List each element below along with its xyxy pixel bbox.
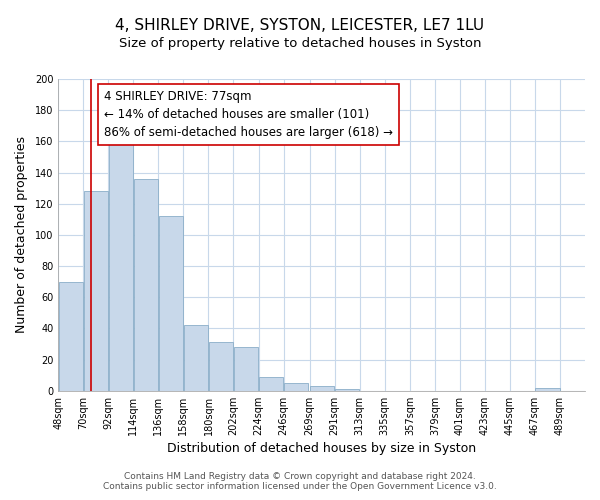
Bar bbox=[259, 377, 283, 391]
Bar bbox=[209, 342, 233, 391]
Y-axis label: Number of detached properties: Number of detached properties bbox=[15, 136, 28, 334]
Text: Size of property relative to detached houses in Syston: Size of property relative to detached ho… bbox=[119, 38, 481, 51]
Bar bbox=[535, 388, 560, 391]
Text: 4, SHIRLEY DRIVE, SYSTON, LEICESTER, LE7 1LU: 4, SHIRLEY DRIVE, SYSTON, LEICESTER, LE7… bbox=[115, 18, 485, 32]
Text: Contains public sector information licensed under the Open Government Licence v3: Contains public sector information licen… bbox=[103, 482, 497, 491]
Bar bbox=[284, 383, 308, 391]
Bar bbox=[109, 136, 133, 391]
Bar bbox=[234, 347, 258, 391]
Bar bbox=[335, 390, 359, 391]
Bar bbox=[84, 192, 108, 391]
Bar bbox=[184, 326, 208, 391]
X-axis label: Distribution of detached houses by size in Syston: Distribution of detached houses by size … bbox=[167, 442, 476, 455]
Text: Contains HM Land Registry data © Crown copyright and database right 2024.: Contains HM Land Registry data © Crown c… bbox=[124, 472, 476, 481]
Text: 4 SHIRLEY DRIVE: 77sqm
← 14% of detached houses are smaller (101)
86% of semi-de: 4 SHIRLEY DRIVE: 77sqm ← 14% of detached… bbox=[104, 90, 393, 139]
Bar bbox=[134, 179, 158, 391]
Bar bbox=[310, 386, 334, 391]
Bar bbox=[159, 216, 183, 391]
Bar bbox=[59, 282, 83, 391]
